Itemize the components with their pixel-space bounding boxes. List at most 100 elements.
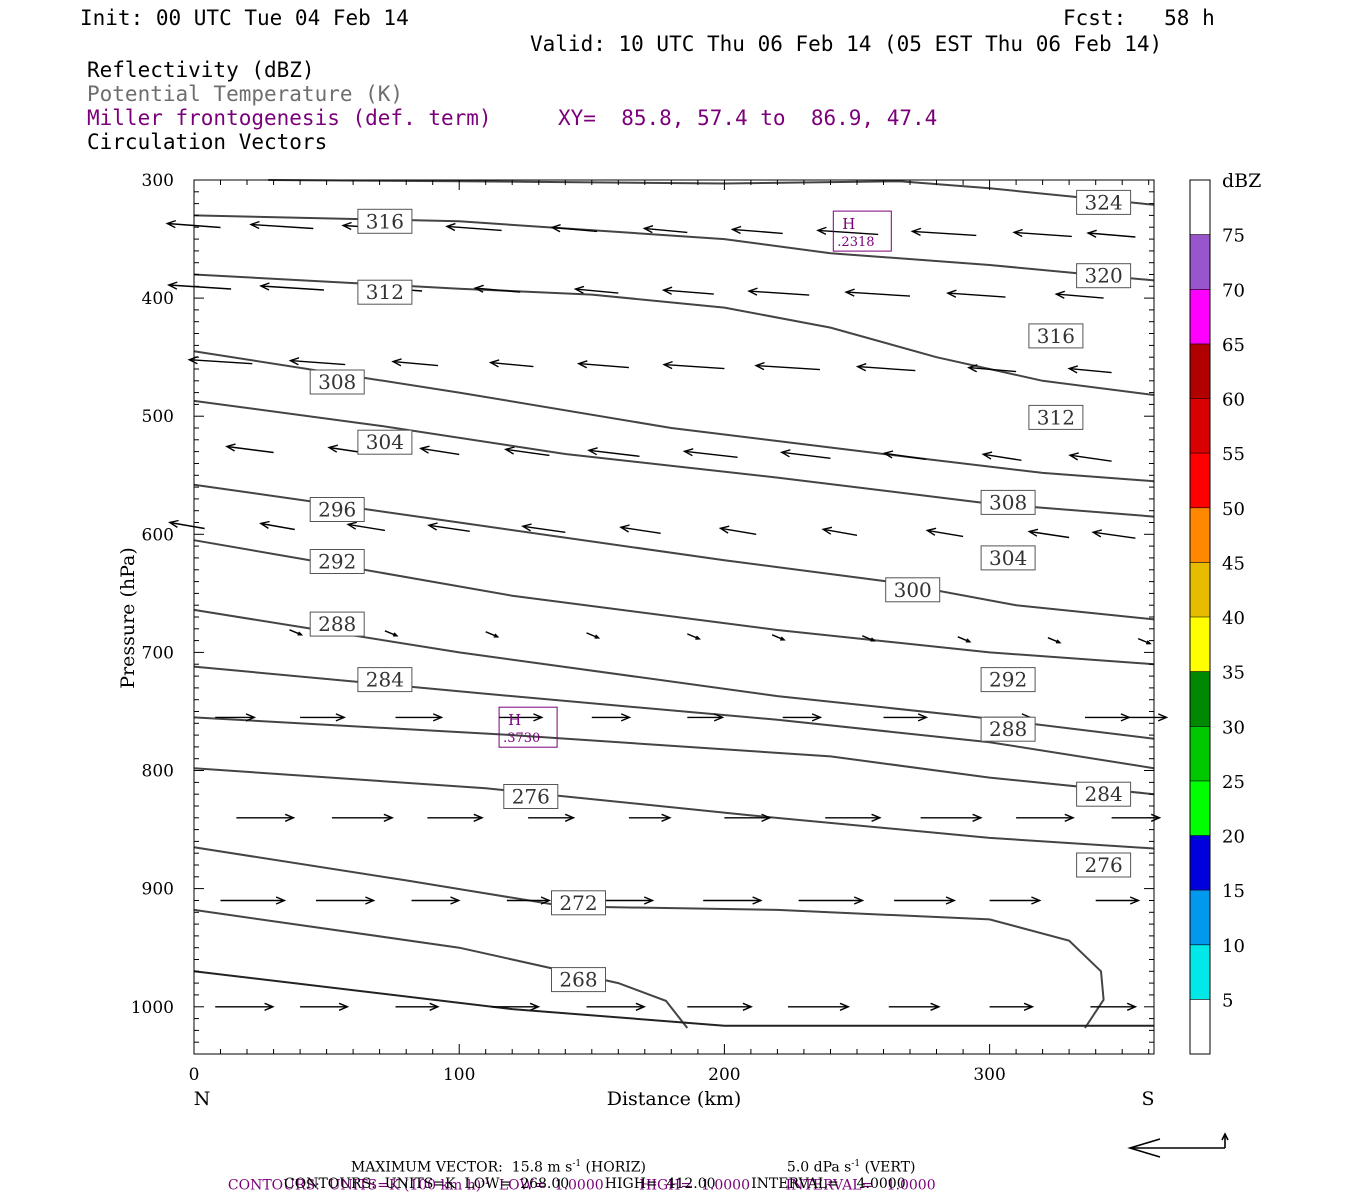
circulation-vector-head: [747, 287, 758, 296]
footer-contours-theta: CONTOURS: UNITS=K LOW= 268.00 HIGH= 412.…: [284, 1176, 906, 1192]
footer-contours-fronto: CONTOURS: UNITS=K (100 km h)-1 LOW= 1.00…: [219, 1158, 936, 1194]
contour-label: 312: [366, 280, 404, 304]
y-tick-label: 600: [142, 525, 174, 545]
field-theta: Potential Temperature (K): [87, 82, 404, 106]
circulation-vector-head: [713, 713, 725, 722]
colorbar-segment: [1190, 890, 1210, 945]
circulation-vector-head: [259, 520, 270, 529]
axes: 300 400 500 600 700 800 900 1000 0 100 200 300: [131, 171, 1155, 1085]
theta-contour: [193, 350, 1155, 483]
contour-label-box: [980, 489, 1036, 515]
circulation-vector: [1047, 637, 1061, 644]
max-vector-exp: -1: [572, 1159, 582, 1169]
circulation-vector-head: [365, 896, 376, 905]
contour-label: 268: [559, 968, 597, 992]
circulation-vector-head: [429, 1002, 440, 1011]
circulation-vector-head: [742, 1002, 754, 1011]
contour-label: 292: [989, 668, 1027, 692]
contour-label-box: [357, 279, 413, 305]
circulation-vector-head: [1129, 896, 1141, 905]
max-vector-vert-tail: (VERT): [860, 1159, 916, 1176]
circulation-vector-head: [754, 361, 765, 371]
circulation-vector: [1056, 293, 1104, 299]
circulation-vector-head: [338, 1002, 350, 1011]
colorbar-label: 65: [1222, 335, 1245, 356]
circulation-vector-head: [855, 363, 867, 372]
circulation-vector: [446, 225, 502, 232]
contour-label-box: [1076, 781, 1132, 807]
circulation-vector: [226, 445, 274, 454]
circulation-vector: [260, 285, 324, 291]
circulation-vector-head: [682, 448, 694, 457]
colorbar-label: 35: [1222, 663, 1245, 684]
circulation-vector-head: [635, 1002, 647, 1011]
circulation-vector-head: [853, 896, 865, 905]
circulation-vector: [420, 447, 460, 456]
circulation-vector: [663, 289, 714, 295]
contour-label-box: [357, 429, 413, 455]
circulation-vector: [884, 452, 927, 460]
fronto-max-value: .3730: [503, 731, 540, 746]
y-tick-label: 300: [142, 171, 174, 191]
circulation-vector-head: [275, 896, 287, 905]
colorbar-label: 15: [1222, 881, 1245, 902]
y-axis-title: Pressure (hPa): [117, 547, 139, 689]
circulation-vector-head: [493, 633, 500, 638]
colorbar-label: 10: [1222, 936, 1245, 957]
contour-label: 288: [989, 717, 1027, 741]
circulation-vector-head: [972, 813, 983, 822]
circulation-vector-head: [327, 444, 338, 453]
y-tick-label: 900: [142, 880, 174, 900]
colorbar-label: 50: [1222, 499, 1245, 520]
circulation-vector: [1069, 454, 1112, 462]
circulation-vector: [817, 229, 879, 236]
circulation-vector: [620, 526, 661, 534]
circulation-vector-head: [981, 451, 993, 460]
circulation-vector-head: [1068, 452, 1079, 461]
circulation-vector-head: [643, 896, 655, 905]
circulation-vector: [687, 633, 700, 640]
circulation-vector: [490, 361, 534, 368]
plot-area: 324 316 320 312 316 308 304 312 296 308 292 304 300 2…: [165, 179, 1169, 1029]
circulation-vector-head: [1126, 1002, 1138, 1011]
circulation-vector: [575, 288, 619, 294]
circulation-vector-head: [297, 631, 304, 636]
circulation-vector-head: [780, 636, 786, 641]
surface-contour: [193, 970, 1154, 1027]
circulation-vector-head: [392, 632, 399, 637]
contours-fronto-exp: -1: [481, 1177, 490, 1187]
circulation-vector: [862, 635, 875, 642]
circulation-vector: [1093, 531, 1136, 539]
theta-contour: [268, 179, 1155, 206]
colorbar-label: 75: [1222, 226, 1245, 247]
reference-vector: [1127, 1132, 1229, 1158]
contour-label-box: [309, 497, 365, 522]
circulation-vector-head: [1091, 529, 1102, 538]
circulation-vector: [957, 636, 971, 643]
circulation-vector-head: [573, 285, 585, 294]
circulation-vector-head: [917, 713, 929, 722]
valid-time: Valid: 10 UTC Thu 06 Feb 14 (05 EST Thu …: [530, 32, 1163, 56]
circulation-vector-head: [167, 281, 178, 290]
contour-label: 276: [512, 785, 550, 809]
colorbar-segment: [1190, 617, 1210, 672]
circulation-vector-head: [165, 219, 177, 229]
contour-label: 308: [318, 370, 356, 394]
circulation-vector: [823, 528, 858, 536]
circulation-vector-head: [811, 713, 823, 722]
contour-label: 308: [989, 490, 1027, 514]
x-tick-label: 300: [973, 1065, 1005, 1085]
contour-label-box: [980, 545, 1036, 571]
circulation-vector-head: [821, 526, 833, 535]
theta-contour: [193, 608, 1155, 740]
circulation-vector-head: [1031, 896, 1042, 905]
theta-contour: [193, 273, 1155, 396]
colorbar-label: 20: [1222, 827, 1245, 848]
colorbar-label: 40: [1222, 608, 1245, 629]
circulation-vector: [168, 284, 232, 290]
circulation-vector: [755, 364, 820, 371]
circulation-vector: [968, 366, 1017, 373]
y-tick-label: 800: [142, 762, 174, 782]
circulation-vector-head: [432, 713, 444, 722]
circulation-vector-head: [910, 227, 922, 237]
